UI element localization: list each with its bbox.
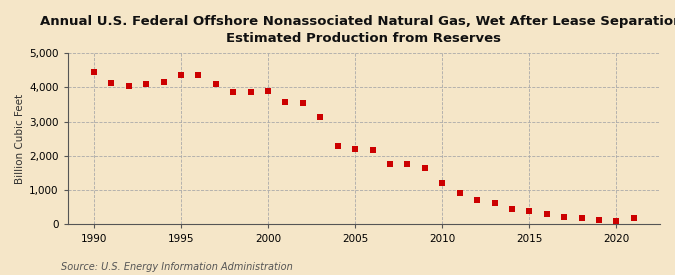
Point: [454, 190, 465, 195]
Point: [593, 218, 604, 222]
Point: [124, 84, 134, 88]
Point: [628, 216, 639, 221]
Point: [524, 209, 535, 214]
Point: [611, 219, 622, 223]
Point: [158, 79, 169, 84]
Point: [193, 73, 204, 77]
Point: [298, 101, 308, 106]
Point: [402, 162, 413, 166]
Point: [367, 148, 378, 153]
Point: [106, 81, 117, 85]
Point: [332, 144, 343, 148]
Point: [472, 198, 483, 202]
Point: [315, 115, 326, 119]
Point: [245, 90, 256, 94]
Point: [437, 180, 448, 185]
Point: [227, 90, 238, 94]
Point: [541, 211, 552, 216]
Title: Annual U.S. Federal Offshore Nonassociated Natural Gas, Wet After Lease Separati: Annual U.S. Federal Offshore Nonassociat…: [40, 15, 675, 45]
Point: [385, 162, 396, 167]
Point: [280, 100, 291, 104]
Point: [88, 70, 99, 75]
Point: [506, 207, 517, 211]
Point: [211, 82, 221, 87]
Point: [263, 89, 273, 93]
Text: Source: U.S. Energy Information Administration: Source: U.S. Energy Information Administ…: [61, 262, 292, 272]
Point: [576, 215, 587, 220]
Point: [559, 214, 570, 219]
Point: [350, 147, 360, 151]
Point: [419, 165, 430, 170]
Y-axis label: Billion Cubic Feet: Billion Cubic Feet: [15, 94, 25, 184]
Point: [176, 73, 186, 78]
Point: [489, 201, 500, 205]
Point: [140, 82, 151, 86]
